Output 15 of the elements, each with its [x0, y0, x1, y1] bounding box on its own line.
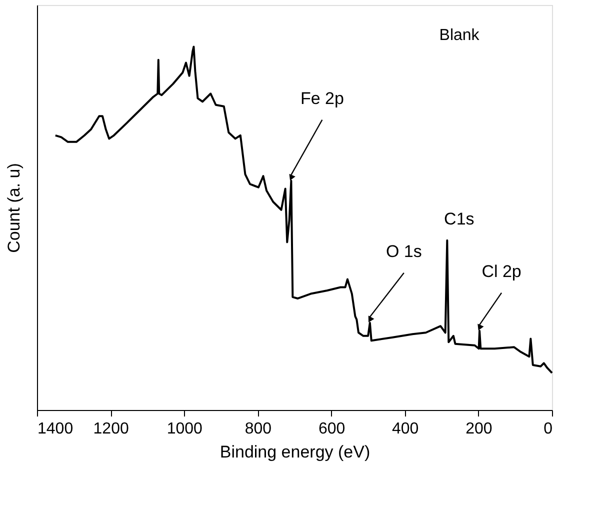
x-axis-title: Binding energy (eV)	[220, 442, 370, 462]
annotation: Cl 2p	[482, 262, 522, 281]
x-tick-label: 1000	[166, 420, 203, 438]
x-tick-label: 0	[544, 420, 553, 438]
x-tick-label: 1200	[93, 420, 129, 438]
x-tick-label: 400	[392, 420, 419, 438]
x-tick-label: 200	[466, 420, 492, 438]
x-tick-label: 600	[318, 420, 346, 438]
annotation: O 1s	[386, 242, 422, 261]
y-axis-title: Count (a. u)	[4, 163, 24, 253]
x-tick-label: 800	[244, 420, 272, 438]
text: Blank	[439, 27, 480, 44]
x-tick-label: 1400	[38, 420, 74, 438]
annotation: C1s	[444, 209, 474, 228]
annotation: Fe 2p	[300, 88, 344, 108]
